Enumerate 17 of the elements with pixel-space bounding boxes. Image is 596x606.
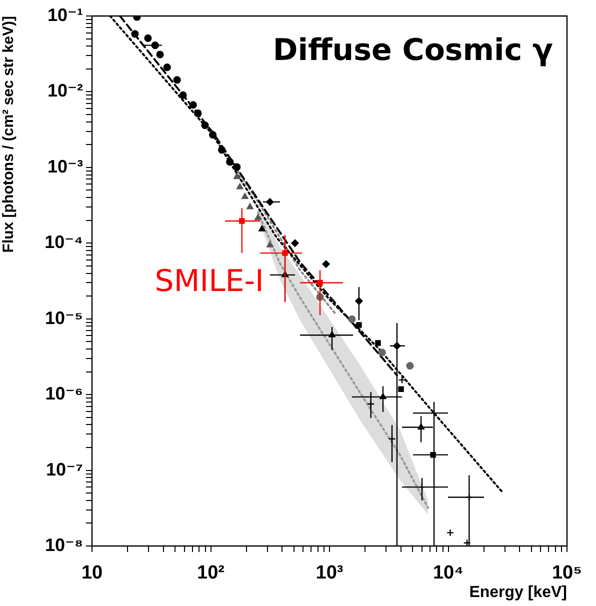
x-tick-label: 10³ [316,562,344,584]
y-tick-label: 10⁻⁶ [45,384,83,404]
x-tick-label: 10² [197,562,224,584]
x-tick-label: 10⁴ [432,562,464,584]
y-tick-label: 10⁻² [47,80,83,101]
y-tick-label: 10⁻¹ [47,4,83,25]
y-axis-title: Flux [photons / (cm² sec str keV)] [0,16,18,253]
y-tick-label: 10⁻⁷ [46,459,83,480]
series-label: SMILE-I [154,264,264,299]
x-axis-title: Energy [keV] [469,584,567,601]
y-tick-label: 10⁻⁵ [45,308,83,328]
x-tick-label: 10 [81,562,103,584]
y-tick-label: 10⁻³ [47,156,83,176]
y-tick-label: 10⁻⁴ [44,232,83,252]
text: Diffuse Cosmic γ [272,32,553,68]
x-tick-label: 10⁵ [552,562,582,584]
y-tick-label: 10⁻⁸ [44,534,83,555]
